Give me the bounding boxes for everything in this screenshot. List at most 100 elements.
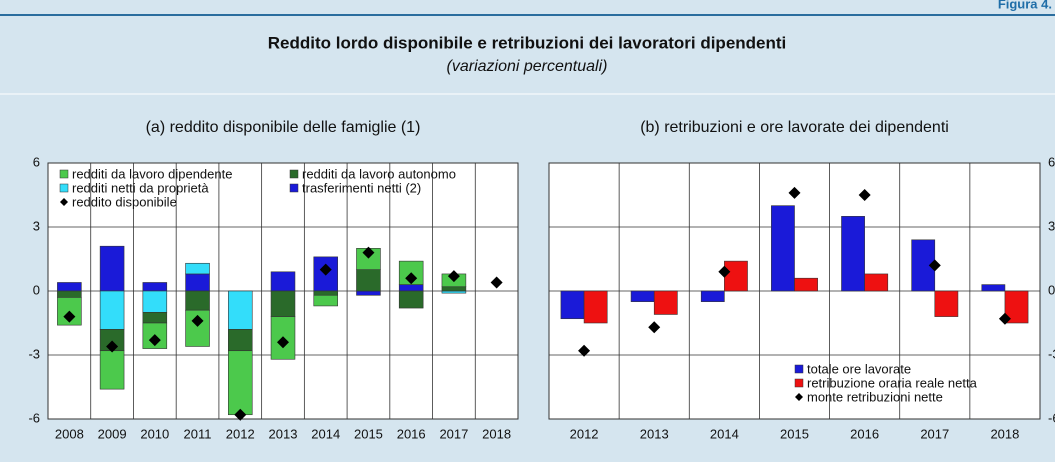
bar [794,277,818,292]
marker [191,314,204,327]
marker [648,321,661,334]
legend-swatch [59,169,69,179]
marker [578,344,591,357]
x-tick-label: 2015 [354,426,383,441]
bar-segment [142,312,168,324]
bar-segment [142,290,168,313]
marker [405,272,418,285]
legend-swatch [289,183,299,193]
legend-swatch [795,393,803,401]
x-tick-label: 2016 [850,426,879,441]
marker [106,340,119,353]
x-tick-label: 2012 [570,426,599,441]
bar-segment [356,269,381,292]
bar-segment [441,286,467,292]
bar-segment [228,290,253,330]
bar-segment [185,262,210,275]
legend-label: redditi da lavoro dipendente [72,166,232,181]
legend-swatch [794,364,804,374]
legend-label: totale ore lavorate [807,361,911,376]
legend-swatch [60,198,68,206]
bar-segment [228,329,253,352]
marker [148,334,161,347]
marker [234,408,247,421]
x-tick-label: 2015 [780,426,809,441]
marker [998,312,1011,325]
y-tick-label: 0 [33,282,40,297]
bar-segment [270,290,296,317]
bar [864,273,889,292]
x-tick-label: 2008 [55,426,84,441]
x-tick-label: 2012 [226,426,255,441]
figure-subtitle: (variazioni percentuali) [447,58,608,75]
figure-title: Reddito lordo disponibile e retribuzioni… [268,33,787,52]
bar-segment [57,282,82,292]
y-tick-label: 6 [1048,154,1055,169]
x-tick-label: 2009 [98,426,127,441]
y-tick-label: 3 [1048,218,1055,233]
y-tick-label: -6 [1048,410,1055,425]
bar-segment [185,273,210,292]
bar-segment [185,290,210,311]
panel-title: (a) reddito disponibile delle famiglie (… [146,119,421,136]
y-tick-label: -3 [28,346,40,361]
x-tick-label: 2014 [710,426,739,441]
bar [583,290,608,324]
bar-segment [313,294,338,307]
bar-segment [99,350,125,390]
bar-segment [313,290,338,296]
bar [841,216,865,292]
legend-label: monte retribuzioni nette [807,389,943,404]
bar-segment [99,290,125,330]
legend-swatch [794,378,804,388]
x-tick-label: 2018 [482,426,511,441]
bar-segment [441,290,467,294]
bar-segment [142,282,168,292]
x-tick-label: 2013 [640,426,669,441]
bar [981,284,1006,292]
panel-title: (b) retribuzioni e ore lavorate dei dipe… [640,119,949,136]
bar [724,260,748,292]
legend-swatch [59,183,69,193]
x-tick-label: 2016 [397,426,426,441]
marker [63,310,76,323]
marker [362,246,375,259]
legend-label: reddito disponibile [72,194,177,209]
bar [630,290,655,302]
x-tick-label: 2013 [269,426,298,441]
bar-segment [356,290,381,296]
marker [788,186,801,199]
marker [858,189,871,201]
figure-label: Figura 4. [998,0,1052,11]
legend-label: redditi da lavoro autonomo [302,166,456,181]
bar [1004,290,1029,324]
marker [490,276,503,289]
bar-segment [270,271,296,292]
bar [653,290,678,315]
bar [700,290,725,302]
bar-segment [228,350,253,416]
y-tick-label: -6 [28,410,40,425]
bar [934,290,959,317]
y-tick-label: 3 [33,218,40,233]
legend-swatch [289,169,299,179]
x-tick-label: 2014 [311,426,340,441]
bar-segment [185,309,210,347]
x-tick-label: 2018 [990,426,1019,441]
marker [447,270,460,283]
bar [771,205,795,292]
legend-label: redditi netti da proprietà [72,180,209,195]
x-tick-label: 2017 [920,426,949,441]
legend-label: trasferimenti netti (2) [302,180,421,195]
bar-segment [398,284,424,292]
marker [277,336,289,349]
marker [319,263,332,276]
bar-segment [99,245,125,292]
marker [718,265,731,278]
bar-segment [57,290,82,298]
y-tick-label: 6 [33,154,40,169]
y-tick-label: -3 [1048,346,1055,361]
y-tick-label: 0 [1048,282,1055,297]
